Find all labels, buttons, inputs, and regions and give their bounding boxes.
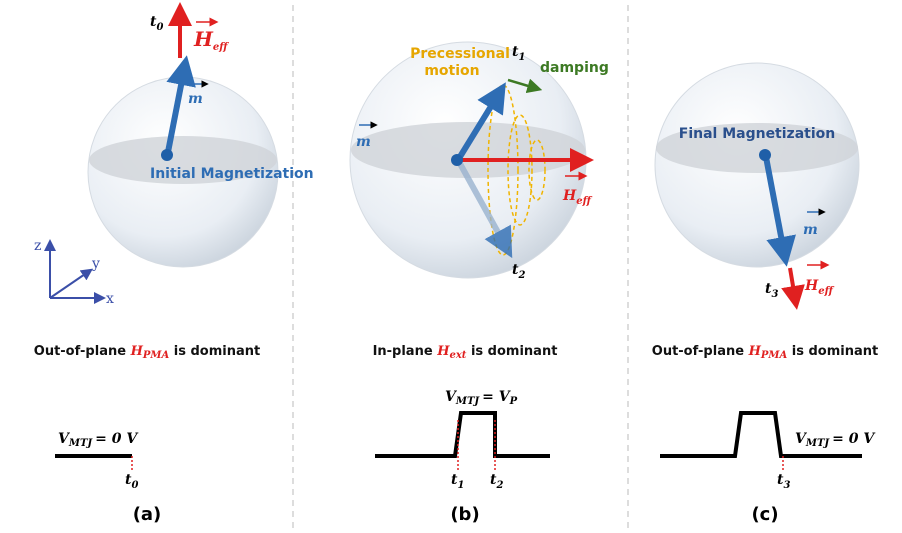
s-field: H bbox=[130, 344, 144, 359]
t-sub: 0 bbox=[131, 480, 138, 491]
pulse bbox=[375, 413, 550, 456]
t-sub: 3 bbox=[771, 289, 778, 300]
m-label: m bbox=[188, 91, 203, 107]
voltage: VMTJ= 0 V bbox=[58, 431, 139, 449]
pulse-time: t2 bbox=[490, 472, 503, 491]
v-rhs: = 0 V bbox=[95, 431, 139, 447]
s-after: is dominant bbox=[787, 344, 878, 359]
s-before: Out-of-plane bbox=[34, 344, 131, 359]
t-sub: 0 bbox=[156, 22, 163, 33]
s-sub: PMA bbox=[142, 350, 170, 361]
panel-c: Final Magnetization m t3 Heff Out-of-pla… bbox=[652, 63, 878, 525]
statement: Out-of-plane HPMA is dominant bbox=[652, 344, 878, 361]
time-label: t0 bbox=[150, 14, 163, 33]
v-rhs: = V bbox=[482, 389, 512, 405]
h-eff-label: Heff bbox=[193, 27, 229, 53]
sphere-text: Initial Magnetization bbox=[150, 166, 314, 182]
pulse-time: t0 bbox=[125, 472, 138, 491]
h-eff-arrow bbox=[790, 268, 795, 298]
h-sub: eff bbox=[818, 286, 834, 297]
statement: Out-of-plane HPMA is dominant bbox=[34, 344, 260, 361]
h-sub: eff bbox=[213, 42, 229, 53]
s-field: H bbox=[748, 344, 762, 359]
h: H bbox=[562, 188, 577, 204]
t-sub: 1 bbox=[457, 480, 464, 491]
t-sub: 3 bbox=[783, 480, 790, 491]
voltage: VMTJ= 0 V bbox=[795, 431, 876, 449]
h: H bbox=[193, 27, 214, 51]
y-label: y bbox=[91, 256, 100, 272]
t-sub: 2 bbox=[517, 270, 525, 281]
s-field: H bbox=[436, 344, 450, 359]
s-sub: PMA bbox=[760, 350, 788, 361]
sphere-text: Final Magnetization bbox=[679, 126, 835, 142]
panel-a: Initial Magnetization t0 Heff m z y x Ou… bbox=[34, 14, 314, 525]
t-sub: 1 bbox=[518, 52, 525, 63]
x-label: x bbox=[106, 291, 114, 307]
time-label: t3 bbox=[765, 281, 778, 300]
s-after: is dominant bbox=[466, 344, 557, 359]
h: H bbox=[804, 278, 819, 294]
m-origin bbox=[451, 154, 463, 166]
s-before: Out-of-plane bbox=[652, 344, 749, 359]
h-eff-label: Heff bbox=[804, 278, 835, 297]
h-sub: eff bbox=[576, 196, 592, 207]
v-rhs-sub: P bbox=[509, 396, 518, 407]
m-origin bbox=[759, 149, 771, 161]
z-label: z bbox=[34, 238, 41, 254]
t-sub: 2 bbox=[495, 480, 503, 491]
pulse-time: t3 bbox=[777, 472, 790, 491]
caption: (c) bbox=[751, 504, 778, 525]
line: Precessional bbox=[410, 46, 510, 62]
figure: Initial Magnetization t0 Heff m z y x Ou… bbox=[0, 0, 902, 533]
s-sub: ext bbox=[449, 350, 466, 361]
voltage: VMTJ= VP bbox=[445, 389, 518, 407]
equator bbox=[351, 122, 585, 178]
m-label: m bbox=[803, 222, 818, 238]
v-rhs: = 0 V bbox=[832, 431, 876, 447]
s-after: is dominant bbox=[169, 344, 260, 359]
statement: In-plane Hext is dominant bbox=[373, 344, 558, 361]
line: motion bbox=[424, 63, 479, 79]
damping-label: damping bbox=[540, 60, 609, 76]
s-before: In-plane bbox=[373, 344, 438, 359]
pulse-time: t1 bbox=[451, 472, 464, 491]
v-sub: MTJ bbox=[68, 438, 94, 449]
v-sub: MTJ bbox=[455, 396, 481, 407]
m-origin bbox=[161, 149, 173, 161]
v-sub: MTJ bbox=[805, 438, 831, 449]
m-label: m bbox=[356, 134, 371, 150]
caption: (a) bbox=[133, 504, 162, 525]
y-axis bbox=[50, 272, 88, 298]
caption: (b) bbox=[450, 504, 479, 525]
